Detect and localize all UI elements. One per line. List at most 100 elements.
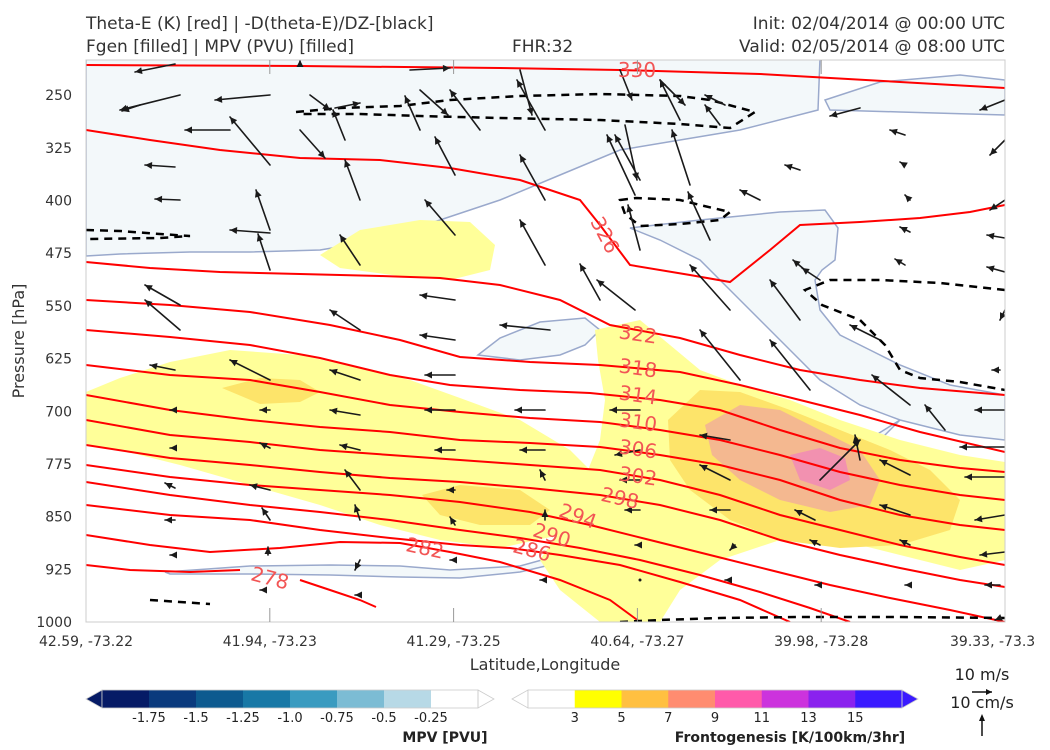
wind-arrow-shaft bbox=[614, 134, 641, 181]
theta-e-line-314 bbox=[86, 329, 1005, 473]
wind-arrow bbox=[119, 94, 181, 112]
wind-arrow-head bbox=[965, 473, 972, 481]
wind-arrow bbox=[519, 446, 546, 454]
wind-arrow-head bbox=[700, 432, 708, 440]
wind-arrow bbox=[541, 509, 549, 521]
wind-arrow bbox=[354, 591, 362, 599]
colorbar-segment bbox=[715, 690, 763, 708]
wind-arrow bbox=[986, 265, 1005, 273]
wind-arrow-head bbox=[440, 107, 448, 115]
wind-arrow-head bbox=[425, 371, 432, 379]
wind-arrow-shaft bbox=[214, 94, 271, 101]
fgen-region-9 bbox=[790, 448, 850, 490]
wind-arrow-head bbox=[540, 470, 547, 478]
wind-arrow bbox=[989, 199, 1005, 211]
wind-arrow bbox=[829, 107, 861, 118]
wind-arrow bbox=[729, 542, 738, 551]
y-tick-label: 475 bbox=[45, 246, 72, 262]
theta-e-label: 318 bbox=[617, 353, 658, 382]
wind-arrow bbox=[784, 163, 801, 171]
wind-arrow bbox=[134, 63, 176, 75]
wind-key-vertical-label: 10 cm/s bbox=[950, 693, 1014, 712]
wind-arrow-head bbox=[740, 190, 748, 197]
colorbar-segment bbox=[808, 690, 856, 708]
wind-key-horizontal-label: 10 m/s bbox=[955, 665, 1010, 684]
y-tick-label: 850 bbox=[45, 510, 72, 526]
wind-arrow-head bbox=[330, 310, 338, 317]
wind-arrow bbox=[699, 464, 731, 481]
wind-arrow-head bbox=[340, 443, 348, 451]
y-tick-label: 775 bbox=[45, 457, 72, 473]
wind-arrow bbox=[404, 95, 421, 131]
wind-arrow bbox=[991, 366, 1001, 374]
wind-arrow bbox=[169, 444, 177, 452]
colorbar-tick-label: 3 bbox=[571, 711, 579, 726]
wind-arrow bbox=[638, 578, 642, 582]
wind-arrow bbox=[214, 94, 271, 103]
wind-arrow bbox=[699, 329, 741, 381]
wind-arrow-head bbox=[905, 195, 913, 203]
wind-arrow-shaft bbox=[689, 264, 731, 311]
colorbar-segment bbox=[574, 690, 622, 708]
wind-arrow bbox=[539, 576, 547, 584]
wind-key: 10 m/s 10 cm/s bbox=[950, 665, 1014, 736]
wind-arrow-head bbox=[987, 232, 995, 240]
wind-arrow-head bbox=[770, 280, 777, 288]
wind-arrow-shaft bbox=[519, 154, 546, 201]
wind-arrow-head bbox=[520, 155, 527, 163]
wind-arrow-head bbox=[975, 515, 983, 523]
wind-arrow-shaft bbox=[519, 69, 533, 116]
dtheta-e-dz-contours bbox=[86, 92, 1005, 622]
wind-arrow-head bbox=[895, 259, 903, 266]
colorbar-tick-label: -1.25 bbox=[226, 711, 260, 726]
wind-arrow bbox=[999, 309, 1005, 321]
wind-arrow-head bbox=[625, 506, 632, 514]
wind-arrow bbox=[419, 89, 449, 116]
colorbar-tick-label: 15 bbox=[847, 711, 864, 726]
wind-arrow-head bbox=[990, 147, 998, 155]
wind-arrow-head bbox=[802, 268, 810, 275]
theta-e-line-302 bbox=[86, 419, 1005, 566]
wind-arrow bbox=[434, 446, 456, 454]
wind-arrow-head bbox=[990, 203, 998, 210]
x-tick-label: 40.64, -73.27 bbox=[590, 634, 684, 650]
wind-arrow bbox=[449, 89, 481, 131]
wind-arrow-head bbox=[815, 581, 822, 589]
wind-arrow bbox=[329, 309, 361, 331]
wind-arrow-head bbox=[425, 406, 432, 414]
wind-arrow bbox=[984, 581, 1001, 589]
wind-arrow bbox=[519, 69, 534, 116]
wind-arrow-head bbox=[597, 280, 605, 288]
colorbar-segment bbox=[621, 690, 669, 708]
wind-arrow-head bbox=[900, 540, 908, 547]
wind-arrow bbox=[259, 406, 271, 414]
wind-arrow-shaft bbox=[819, 439, 861, 481]
theta-e-line-306 bbox=[86, 394, 1005, 531]
wind-arrow bbox=[801, 267, 821, 281]
colorbar-segment bbox=[149, 690, 197, 708]
wind-arrow bbox=[986, 232, 1005, 240]
wind-arrow bbox=[899, 539, 911, 547]
wind-arrow-head bbox=[170, 444, 177, 452]
colorbar-tick-label: 5 bbox=[617, 711, 625, 726]
wind-arrow bbox=[849, 324, 881, 341]
wind-arrow bbox=[904, 194, 913, 203]
wind-arrow-shaft bbox=[871, 374, 911, 406]
wind-arrow bbox=[704, 104, 721, 126]
wind-arrow bbox=[606, 134, 636, 196]
wind-arrow-shaft bbox=[255, 189, 271, 231]
wind-arrow-head bbox=[435, 137, 442, 145]
wind-arrow bbox=[634, 541, 642, 549]
colorbar-tick-label: -0.25 bbox=[414, 711, 448, 726]
wind-arrow-head bbox=[987, 265, 995, 273]
wind-arrow-shaft bbox=[144, 299, 181, 331]
wind-arrow-head bbox=[260, 406, 267, 414]
wind-arrow-head bbox=[145, 285, 153, 292]
wind-arrow-head bbox=[332, 110, 339, 118]
wind-arrow bbox=[624, 506, 641, 514]
theta-e-line-310 bbox=[86, 364, 1005, 501]
wind-arrow-head bbox=[355, 562, 362, 570]
wind-arrow-head bbox=[785, 163, 793, 171]
wind-arrow-head bbox=[170, 551, 177, 559]
wind-arrow-head bbox=[610, 406, 617, 414]
